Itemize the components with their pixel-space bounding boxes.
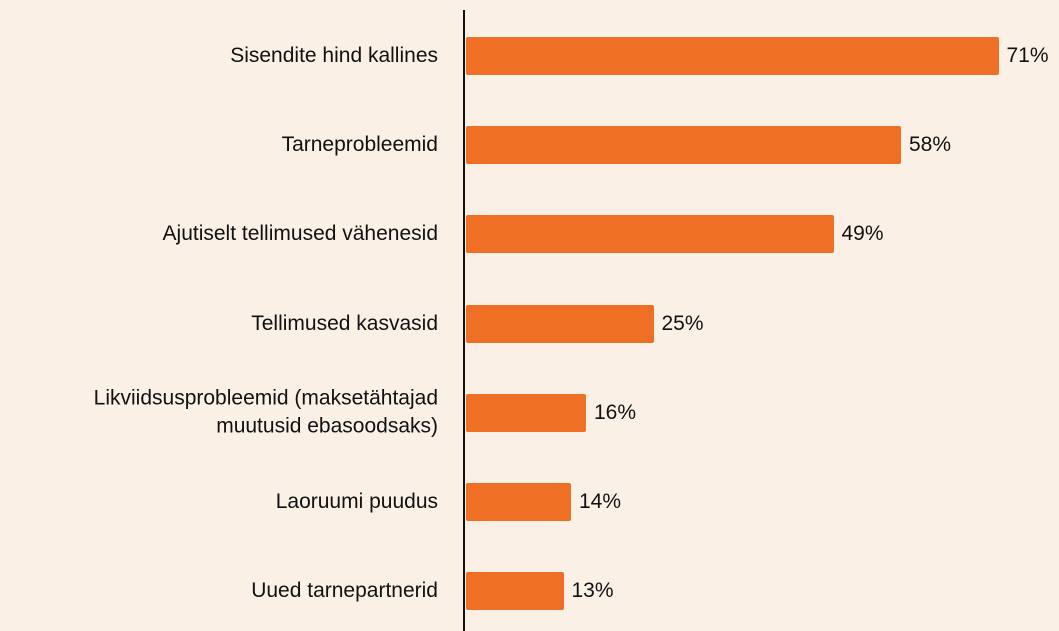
category-label: Ajutiselt tellimused vähenesid [162,222,438,246]
category-label: Tarneprobleemid [281,133,438,157]
value-label: 13% [571,579,614,603]
category-label: Uued tarnepartnerid [251,579,438,603]
value-label: 49% [841,222,884,246]
bar [466,126,901,165]
value-label: 58% [909,133,952,157]
category-label: Tellimused kasvasid [251,311,438,335]
bar [466,304,654,343]
value-label: 14% [579,490,622,513]
bar [466,393,586,432]
bar [466,37,999,75]
bar [466,483,571,521]
category-axis [463,10,465,631]
bar [466,215,834,254]
category-label: Sisendite hind kallines [230,43,438,67]
value-label: 71% [1006,44,1049,67]
value-label: 25% [661,311,704,335]
category-label: Laoruumi puudus [275,489,438,513]
bar [466,572,564,611]
value-label: 16% [594,400,637,424]
category-label: Likviidsusprobleemid (maksetähtajad muut… [93,386,438,438]
